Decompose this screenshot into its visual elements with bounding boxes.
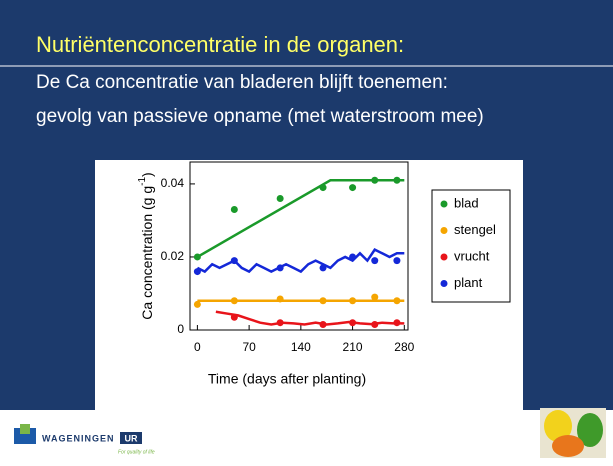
logo-badge: UR — [125, 433, 138, 443]
logo: WAGENINGEN UR For quality of life — [14, 424, 155, 455]
data-point — [349, 319, 357, 327]
legend-marker — [440, 200, 448, 208]
data-point — [349, 184, 357, 192]
data-point — [319, 264, 327, 272]
data-point — [371, 293, 379, 301]
data-point — [193, 253, 201, 261]
peppers-image — [540, 408, 606, 458]
data-point — [371, 176, 379, 184]
y-axis-label-sup: -1 — [137, 177, 148, 186]
y-axis-label-end: ) — [139, 172, 155, 177]
x-tick-label: 280 — [394, 340, 414, 354]
y-axis-label: Ca concentration (g g-1) — [137, 172, 155, 319]
data-point — [230, 297, 238, 305]
legend-marker — [440, 227, 448, 234]
logo-name: WAGENINGEN — [42, 433, 115, 443]
logo-icon — [20, 424, 30, 434]
slide-line: gevolg van passieve opname (met waterstr… — [36, 106, 484, 127]
data-point — [319, 297, 327, 305]
data-point — [276, 295, 284, 303]
logo-tagline: For quality of life — [118, 449, 155, 455]
data-point — [230, 205, 238, 213]
legend-label: plant — [454, 275, 483, 290]
data-point — [393, 176, 401, 184]
y-tick-label: 0.02 — [161, 249, 185, 263]
y-tick-label: 0 — [177, 322, 184, 336]
data-point — [371, 321, 379, 329]
pepper — [577, 413, 603, 447]
x-tick-label: 0 — [194, 340, 201, 354]
y-axis-label-main: Ca concentration (g g — [139, 186, 155, 320]
pepper — [544, 410, 572, 442]
y-tick-label: 0.04 — [161, 176, 185, 190]
data-point — [230, 257, 238, 265]
pepper — [552, 435, 584, 457]
data-point — [276, 264, 284, 272]
data-point — [276, 319, 284, 327]
plot: 0 0.02 0.04 0 70 140 210 280 Time (days after pl… — [137, 161, 511, 387]
data-point — [193, 300, 201, 308]
slide-title: Nutriëntenconcentratie in de organen: — [36, 32, 404, 57]
data-point — [319, 184, 327, 192]
data-point — [319, 321, 327, 329]
plot-frame — [189, 161, 409, 331]
logo-badge-bg — [120, 432, 142, 444]
data-point — [393, 319, 401, 327]
data-point — [393, 257, 401, 265]
legend-marker — [440, 253, 448, 261]
fit-line — [196, 179, 405, 259]
legend-marker — [440, 280, 448, 287]
slide-line: De Ca concentratie van bladeren blijft t… — [36, 72, 448, 93]
legend-label: blad — [454, 195, 479, 210]
x-tick-label: 70 — [242, 340, 256, 354]
footer — [0, 410, 613, 461]
legend-label: vrucht — [454, 248, 490, 263]
data-point — [349, 297, 357, 305]
logo-icon — [14, 428, 36, 444]
data-point — [371, 257, 379, 265]
data-point — [349, 253, 357, 261]
legend-label: stengel — [454, 222, 496, 237]
data-point — [230, 313, 238, 321]
data-point — [393, 297, 401, 305]
x-axis-label: Time (days after planting) — [208, 371, 366, 387]
x-tick-label: 140 — [291, 340, 311, 354]
data-point — [193, 268, 201, 276]
data-point — [276, 195, 284, 203]
x-tick-label: 210 — [343, 340, 363, 354]
